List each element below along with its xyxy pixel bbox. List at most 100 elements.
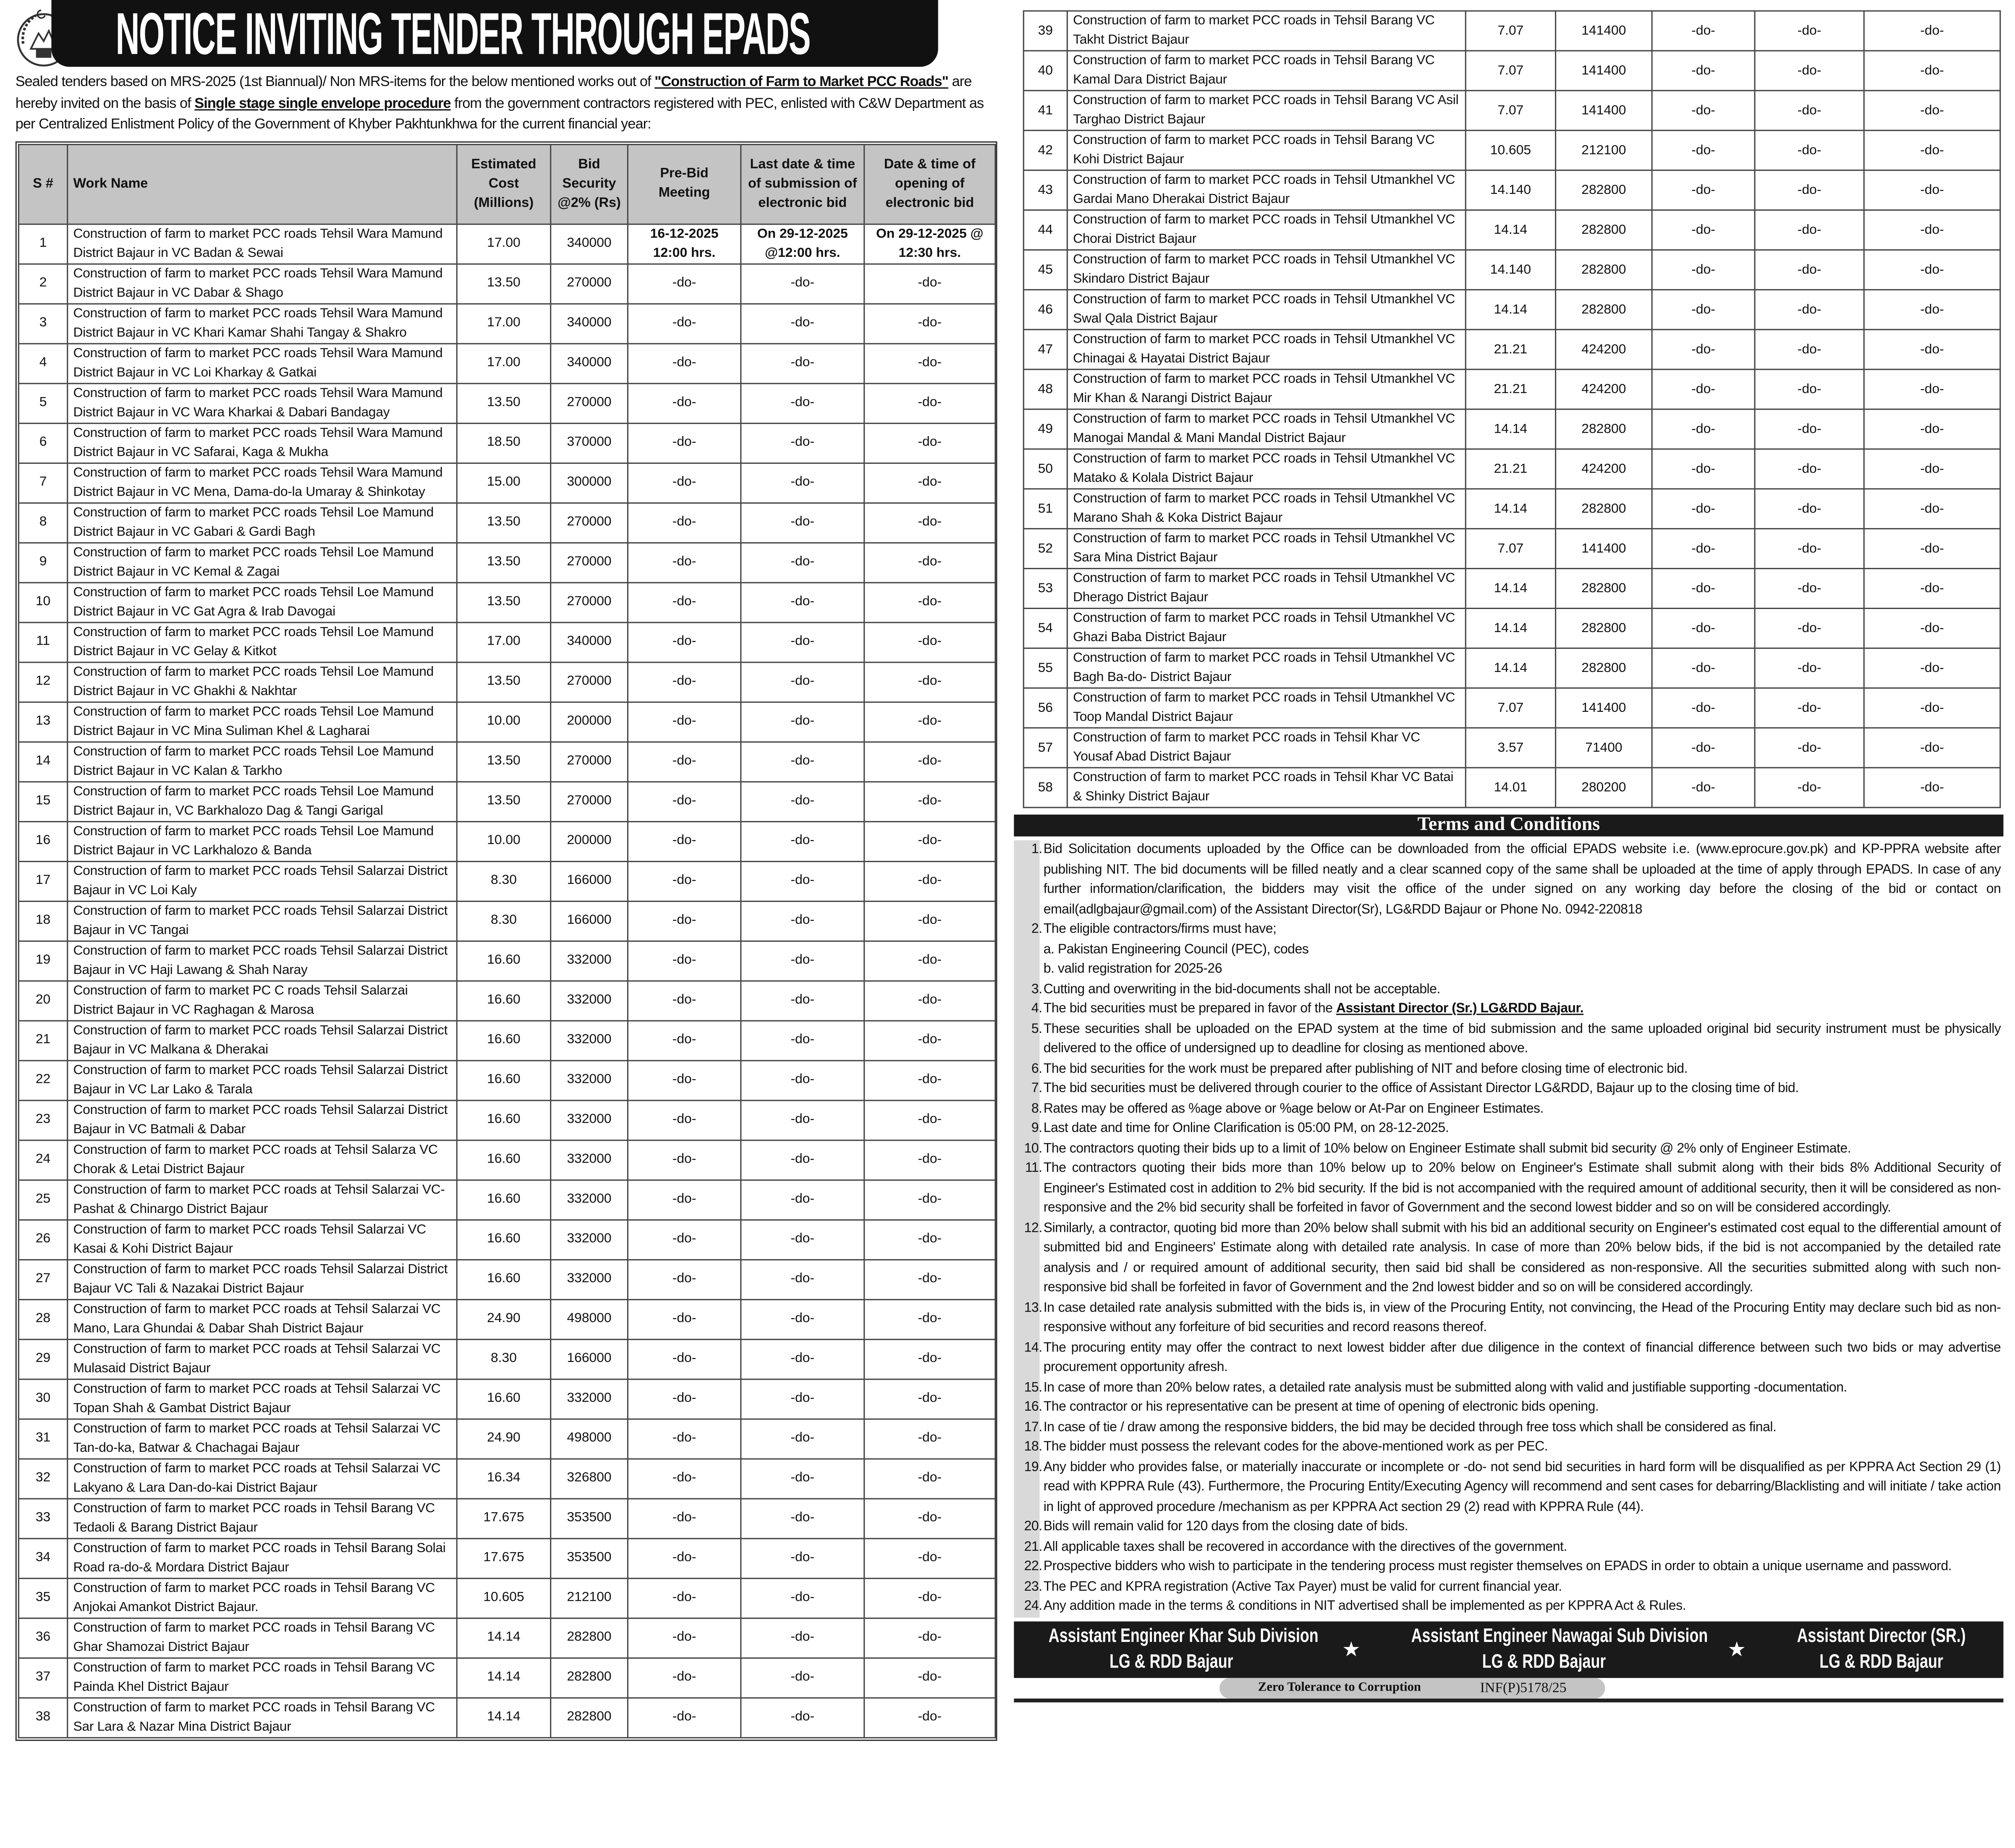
cell-estimated-cost: 21.21 (1465, 369, 1557, 410)
cell-bid-security: 282800 (550, 1696, 628, 1738)
cell-opening-date: -do- (864, 422, 996, 463)
cell-last-date: -do- (740, 661, 865, 702)
cell-last-date: -do- (1754, 488, 1865, 530)
cell-sno: 33 (18, 1497, 68, 1539)
cell-opening-date: -do- (1863, 50, 2001, 91)
cell-pre-bid: -do- (1651, 528, 1756, 570)
cell-estimated-cost: 16.60 (456, 1059, 552, 1100)
cell-last-date: -do- (1754, 10, 1865, 52)
table-row: 57 Construction of farm to market PCC roa… (1023, 727, 2001, 768)
term-item: 16. The contractor or his representative … (1016, 1398, 2001, 1418)
cell-sno: 15 (18, 780, 68, 822)
cell-opening-date: -do- (864, 780, 996, 822)
term-number: 16. (1024, 1400, 1043, 1415)
term-item: 18. The bidder must possess the relevant … (1016, 1438, 2001, 1457)
term-text: The eligible contractors/firms must have… (1043, 922, 1277, 937)
cell-last-date: On 29-12-2025 @12:00 hrs. (740, 223, 865, 264)
star-icon: ★ (1727, 1639, 1746, 1661)
cell-opening-date: -do- (1863, 209, 2001, 251)
cell-sno: 19 (18, 940, 68, 981)
cell-last-date: -do- (1754, 568, 1865, 609)
cell-sno: 6 (18, 422, 68, 463)
cell-sno: 24 (18, 1139, 68, 1180)
cell-last-date: -do- (740, 502, 865, 543)
cell-sno: 26 (18, 1218, 68, 1260)
cell-sno: 29 (18, 1338, 68, 1380)
cell-bid-security: 332000 (550, 1099, 628, 1140)
cell-work-name: Construction of farm to market PCC roads… (1066, 130, 1466, 171)
cell-work-name: Construction of farm to market PCC roads… (67, 302, 458, 344)
term-text: All applicable taxes shall be recovered … (1043, 1540, 1568, 1554)
cell-estimated-cost: 10.605 (456, 1577, 552, 1618)
col-header-estimated-cost: Estimated Cost (Millions) (456, 143, 552, 225)
reference-number: INF(P)5178/25 (1480, 1680, 1567, 1696)
cell-sno: 34 (18, 1537, 68, 1579)
cell-bid-security: 270000 (550, 740, 628, 782)
cell-estimated-cost: 13.50 (456, 581, 552, 623)
cell-opening-date: -do- (864, 302, 996, 344)
term-number: 14. (1024, 1341, 1043, 1355)
cell-pre-bid: -do- (627, 1457, 742, 1499)
term-item: 23. The PEC and KPRA registration (Active… (1016, 1577, 2001, 1597)
cell-work-name: Construction of farm to market PCC roads… (67, 1099, 458, 1140)
table-row: 49 Construction of farm to market PCC roa… (1023, 408, 2001, 450)
cell-opening-date: -do- (864, 860, 996, 902)
footer: Zero Tolerance to Corruption INF(P)5178/… (1014, 1677, 2004, 1702)
cell-estimated-cost: 14.01 (1465, 767, 1557, 808)
cell-sno: 44 (1023, 209, 1068, 251)
cell-bid-security: 141400 (1555, 50, 1653, 91)
col-header-bid-security: Bid Security @2% (Rs) (550, 143, 628, 225)
cell-estimated-cost: 14.14 (1465, 607, 1557, 649)
cell-work-name: Construction of farm to market PCC roads… (67, 1019, 458, 1061)
cell-sno: 7 (18, 462, 68, 503)
cell-last-date: -do- (1754, 209, 1865, 251)
cell-last-date: -do- (1754, 329, 1865, 370)
cell-bid-security: 282800 (1555, 647, 1653, 689)
cell-estimated-cost: 13.50 (456, 661, 552, 702)
cell-work-name: Construction of farm to market PCC roads… (67, 1457, 458, 1499)
term-number: 24. (1024, 1600, 1043, 1614)
cell-estimated-cost: 14.14 (456, 1657, 552, 1698)
cell-last-date: -do- (740, 621, 865, 663)
table-row: 39 Construction of farm to market PCC roa… (1023, 10, 2001, 52)
cell-estimated-cost: 13.50 (456, 541, 552, 583)
cell-bid-security: 270000 (550, 382, 628, 423)
cell-opening-date: -do- (1863, 448, 2001, 490)
cell-pre-bid: -do- (627, 1059, 742, 1100)
cell-last-date: -do- (740, 1696, 865, 1738)
cell-work-name: Construction of farm to market PCC roads… (67, 342, 458, 384)
cell-sno: 12 (18, 661, 68, 702)
cell-last-date: -do- (740, 1457, 865, 1499)
table-row: 24 Construction of farm to market PCC roa… (18, 1139, 996, 1180)
cell-bid-security: 332000 (550, 1139, 628, 1180)
cell-opening-date: -do- (864, 1657, 996, 1698)
term-number: 23. (1024, 1579, 1043, 1594)
cell-bid-security: 166000 (550, 1338, 628, 1380)
cell-estimated-cost: 7.07 (1465, 687, 1557, 729)
table-row: 33 Construction of farm to market PCC roa… (18, 1497, 996, 1539)
cell-pre-bid: -do- (627, 382, 742, 423)
cell-bid-security: 332000 (550, 1258, 628, 1300)
cell-last-date: -do- (740, 1298, 865, 1340)
cell-work-name: Construction of farm to market PCC roads… (1066, 249, 1466, 290)
table-row: 58 Construction of farm to market PCC roa… (1023, 767, 2001, 808)
col-header-opening-date: Date & time of opening of electronic bid (864, 143, 996, 225)
table-row: 26 Construction of farm to market PCC roa… (18, 1218, 996, 1260)
term-item: 9. Last date and time for Online Clarific… (1016, 1119, 2001, 1139)
col-header-sno: S # (18, 143, 68, 225)
cell-sno: 20 (18, 980, 68, 1021)
cell-opening-date: On 29-12-2025 @ 12:30 hrs. (864, 223, 996, 264)
cell-bid-security: 424200 (1555, 329, 1653, 370)
tender-table-left: S # Work Name Estimated Cost (Millions) … (18, 143, 996, 1738)
term-text: In case of more than 20% below rates, a … (1043, 1380, 1848, 1395)
table-row: 10 Construction of farm to market PCC roa… (18, 581, 996, 623)
table-row: 43 Construction of farm to market PCC roa… (1023, 170, 2001, 211)
cell-sno: 43 (1023, 170, 1068, 211)
term-text: The contractors quoting their bids more … (1043, 1161, 2001, 1215)
term-item: 15. In case of more than 20% below rates,… (1016, 1378, 2001, 1398)
cell-pre-bid: -do- (1651, 10, 1756, 52)
term-text: The bidder must possess the relevant cod… (1043, 1440, 1548, 1455)
cell-last-date: -do- (740, 263, 865, 304)
term-text: The contractor or his representative can… (1043, 1400, 1599, 1415)
cell-work-name: Construction of farm to market PCC roads… (1066, 528, 1466, 570)
